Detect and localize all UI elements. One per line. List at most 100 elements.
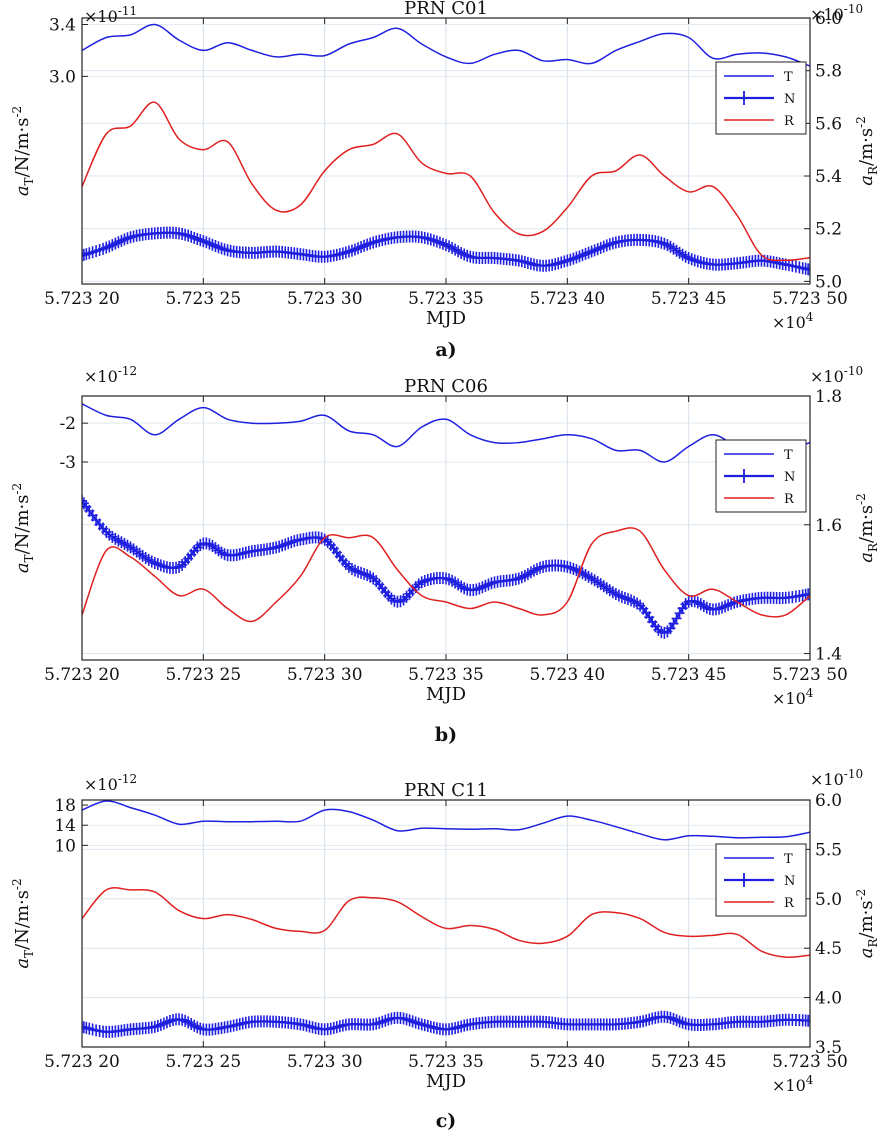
subfigure-label: a) [435, 339, 456, 361]
y-right-axis-label: aR/m·s-2 [854, 493, 880, 563]
y-left-multiplier: ×10-12 [84, 772, 137, 794]
chart-title: PRN C01 [404, 0, 488, 19]
legend-marker-N [738, 873, 750, 887]
legend-marker-N [738, 91, 750, 105]
legend-label-T: T [784, 448, 793, 463]
series-N-marker [805, 263, 810, 276]
legend: TNR [715, 439, 807, 513]
y-right-tick-label: 5.2 [815, 220, 842, 240]
y-right-tick-label: 3.5 [815, 1038, 842, 1058]
x-tick-label: 5.723 35 [408, 665, 484, 685]
subfigure-label: c) [436, 1110, 457, 1132]
y-right-tick-label: 5.8 [815, 62, 842, 82]
series-N-marker [82, 494, 87, 507]
y-left-tick-label: -3 [59, 453, 76, 473]
series-R-line [82, 527, 810, 623]
y-left-multiplier: ×10-12 [84, 364, 137, 386]
x-multiplier: ×104 [772, 686, 814, 708]
series-N-marker [805, 1014, 810, 1027]
y-right-tick-label: 4.5 [815, 939, 842, 959]
y-left-tick-label: 3.0 [49, 67, 76, 87]
x-tick-label: 5.723 35 [408, 1052, 484, 1072]
legend-label-R: R [784, 114, 795, 129]
y-right-tick-label: 5.4 [815, 167, 842, 187]
x-tick-label: 5.723 50 [772, 289, 848, 309]
x-tick-label: 5.723 35 [408, 289, 484, 309]
y-left-axis-label: aT/N/m·s-2 [10, 106, 36, 196]
legend-marker-N [738, 469, 750, 483]
panel-c: 5.723 20 5.723 25 5.723 30 5.723 35 5.723 40… [10, 767, 880, 1132]
y-right-axis-label-text: aR/m·s-2 [854, 116, 880, 186]
legend-label-R: R [784, 896, 795, 911]
x-tick-label: 5.723 20 [44, 665, 120, 685]
series-R-line [82, 101, 810, 262]
x-tick-label: 5.723 25 [165, 289, 241, 309]
x-axis-label: MJD [426, 684, 466, 705]
y-left-tick-label: 18 [54, 796, 76, 816]
y-right-tick-label: 1.8 [815, 387, 842, 407]
x-tick-label: 5.723 20 [44, 289, 120, 309]
series-R-line [82, 886, 810, 958]
y-right-axis-label-text: aR/m·s-2 [854, 889, 880, 959]
y-right-tick-label: 6.0 [815, 791, 842, 811]
chart-title: PRN C11 [404, 780, 488, 801]
panel-a: 5.723 20 5.723 25 5.723 30 5.723 35 5.723 40… [10, 0, 880, 361]
plot-area [82, 23, 810, 276]
legend: TNR [715, 843, 807, 917]
legend-label-T: T [784, 852, 793, 867]
x-tick-label: 5.723 45 [651, 665, 727, 685]
x-multiplier: ×104 [772, 1073, 814, 1095]
y-left-axis-label-text: aT/N/m·s-2 [10, 878, 36, 968]
y-right-tick-label: 5.0 [815, 890, 842, 910]
series-N-markers [82, 226, 810, 276]
y-right-tick-label: 5.5 [815, 840, 842, 860]
x-tick-label: 5.723 40 [529, 665, 605, 685]
x-multiplier: ×104 [772, 310, 814, 332]
x-tick-label: 5.723 25 [165, 665, 241, 685]
y-right-axis-label: aR/m·s-2 [854, 116, 880, 186]
y-right-tick-label: 4.0 [815, 989, 842, 1009]
y-right-tick-label: 5.0 [815, 272, 842, 292]
panel-b: 5.723 20 5.723 25 5.723 30 5.723 35 5.723 40… [10, 364, 880, 746]
series-T-line [82, 800, 810, 841]
x-tick-label: 5.723 25 [165, 1052, 241, 1072]
x-tick-label: 5.723 40 [529, 289, 605, 309]
y-left-tick-label: 10 [54, 836, 76, 856]
y-right-tick-label: 1.6 [815, 516, 842, 536]
x-tick-label: 5.723 50 [772, 1052, 848, 1072]
y-right-axis-label-text: aR/m·s-2 [854, 493, 880, 563]
y-right-multiplier: ×10-10 [810, 2, 863, 24]
plot-area [82, 800, 810, 1038]
chart-title: PRN C06 [404, 376, 488, 397]
x-tick-label: 5.723 45 [651, 289, 727, 309]
y-right-tick-label: 6.0 [815, 9, 842, 29]
y-right-multiplier: ×10-10 [810, 767, 863, 789]
x-tick-label: 5.723 40 [529, 1052, 605, 1072]
y-left-multiplier: ×10-11 [84, 4, 137, 26]
x-tick-label: 5.723 50 [772, 665, 848, 685]
y-right-axis-label: aR/m·s-2 [854, 889, 880, 959]
series-N-markers [82, 494, 810, 639]
x-tick-label: 5.723 20 [44, 1052, 120, 1072]
y-left-axis-label-text: aT/N/m·s-2 [10, 483, 36, 573]
y-right-tick-label: 1.4 [815, 645, 842, 665]
x-axis-label: MJD [426, 308, 466, 329]
series-N-markers [82, 1010, 810, 1038]
y-left-tick-label: 14 [54, 816, 76, 836]
series-T-line [82, 403, 810, 463]
x-tick-label: 5.723 30 [287, 1052, 363, 1072]
legend-label-T: T [784, 70, 793, 85]
legend-label-N: N [784, 92, 795, 107]
y-left-axis-label: aT/N/m·s-2 [10, 878, 36, 968]
y-right-tick-label: 5.6 [815, 114, 842, 134]
legend-label-N: N [784, 874, 795, 889]
legend-label-R: R [784, 492, 795, 507]
x-tick-label: 5.723 30 [287, 289, 363, 309]
y-left-tick-label: -2 [59, 414, 76, 434]
y-left-tick-label: 3.4 [49, 15, 76, 35]
y-left-axis-label-text: aT/N/m·s-2 [10, 106, 36, 196]
legend-label-N: N [784, 470, 795, 485]
y-left-axis-label: aT/N/m·s-2 [10, 483, 36, 573]
x-tick-label: 5.723 30 [287, 665, 363, 685]
